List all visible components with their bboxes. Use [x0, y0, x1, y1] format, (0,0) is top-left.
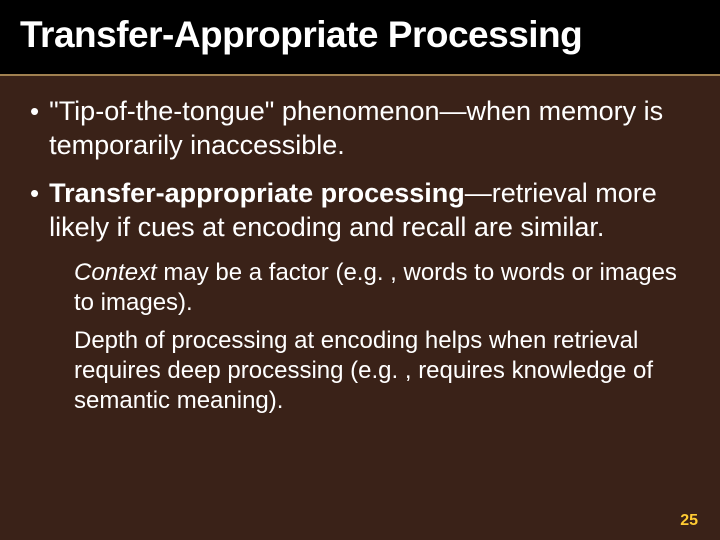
bullet-item: • "Tip-of-the-tongue" phenomenon—when me…: [30, 94, 690, 162]
sub-bullet: Depth of processing at encoding helps wh…: [74, 326, 690, 416]
bullet-prefix: "Tip-of-the-tongue" phenomenon: [49, 96, 439, 126]
sub-bullet: Context may be a factor (e.g. , words to…: [74, 258, 690, 318]
content-area: • "Tip-of-the-tongue" phenomenon—when me…: [0, 76, 720, 434]
bullet-bold-prefix: Transfer-appropriate processing: [49, 178, 465, 208]
bullet-item: • Transfer-appropriate processing—retrie…: [30, 176, 690, 244]
slide-title: Transfer-Appropriate Processing: [20, 14, 700, 56]
sub-bullets: Context may be a factor (e.g. , words to…: [30, 258, 690, 416]
bullet-text: "Tip-of-the-tongue" phenomenon—when memo…: [49, 94, 690, 162]
bullet-mark: •: [30, 94, 39, 162]
page-number: 25: [680, 512, 698, 530]
sub-italic-prefix: Context: [74, 259, 157, 286]
title-area: Transfer-Appropriate Processing: [0, 0, 720, 76]
sub-text: Depth of processing at encoding helps wh…: [74, 327, 653, 414]
bullet-mark: •: [30, 176, 39, 244]
sub-rest: may be a factor (e.g. , words to words o…: [74, 259, 677, 316]
bullet-text: Transfer-appropriate processing—retrieva…: [49, 176, 690, 244]
